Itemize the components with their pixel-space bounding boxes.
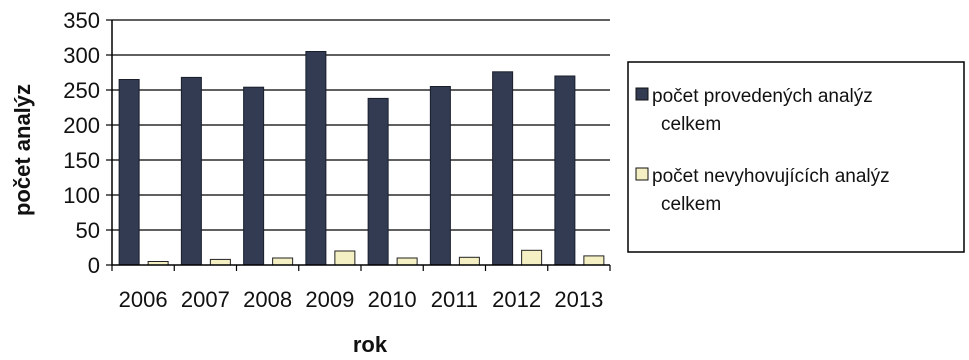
x-tick-label: 2009 <box>305 287 354 312</box>
legend: počet provedených analýz celkem počet nevy… <box>627 61 965 253</box>
legend-swatch <box>635 167 649 181</box>
x-tick-labels: 2006 2007 2008 2009 2010 2011 2012 2013 <box>119 287 604 312</box>
x-tick-label: 2007 <box>181 287 230 312</box>
bar-nevyhovujicich-2007 <box>209 258 231 266</box>
bar-provedenych-2008 <box>243 86 265 266</box>
bar-provedenych-2013 <box>554 75 576 266</box>
bar-provedenych-2012 <box>492 71 514 266</box>
y-tick-label: 250 <box>63 78 100 103</box>
bar-nevyhovujicich-2013 <box>583 255 605 266</box>
legend-frame <box>627 61 965 253</box>
bar-nevyhovujicich-2009 <box>334 250 356 266</box>
y-axis-title: počet analýz <box>10 84 35 216</box>
legend-swatch <box>635 87 649 101</box>
bar-nevyhovujicich-2011 <box>458 256 480 266</box>
bar-provedenych-2009 <box>305 51 327 266</box>
y-tick-label: 200 <box>63 113 100 138</box>
y-tick-label: 0 <box>88 253 100 278</box>
y-tick-label: 300 <box>63 43 100 68</box>
bar-provedenych-2011 <box>429 86 451 266</box>
bar-nevyhovujicich-2010 <box>396 257 418 266</box>
legend-label: počet nevyhovujících analýz <box>652 166 890 187</box>
legend-items: počet provedených analýz celkem počet nevy… <box>635 86 890 215</box>
y-tick-label: 100 <box>63 183 100 208</box>
bars <box>118 51 605 266</box>
x-tick-label: 2011 <box>431 287 478 312</box>
bar-provedenych-2007 <box>180 76 202 266</box>
y-tick-label: 150 <box>63 148 100 173</box>
bar-provedenych-2010 <box>367 97 389 266</box>
x-axis-title: rok <box>353 332 388 357</box>
legend-label: celkem <box>661 114 721 135</box>
axes <box>111 20 611 271</box>
y-tick-label: 350 <box>63 8 100 33</box>
x-tick-label: 2006 <box>119 287 168 312</box>
bar-provedenych-2006 <box>118 79 140 266</box>
bar-nevyhovujicich-2008 <box>272 257 294 266</box>
x-tick-label: 2013 <box>554 287 603 312</box>
x-tick-label: 2008 <box>243 287 292 312</box>
bar-nevyhovujicich-2012 <box>521 249 543 266</box>
legend-label: celkem <box>661 194 721 215</box>
legend-label: počet provedených analýz <box>652 86 873 107</box>
x-tick-label: 2012 <box>492 287 541 312</box>
y-tick-label: 50 <box>76 218 100 243</box>
y-tick-labels: 0 50 100 150 200 250 300 350 <box>63 8 100 278</box>
x-tick-label: 2010 <box>368 287 417 312</box>
